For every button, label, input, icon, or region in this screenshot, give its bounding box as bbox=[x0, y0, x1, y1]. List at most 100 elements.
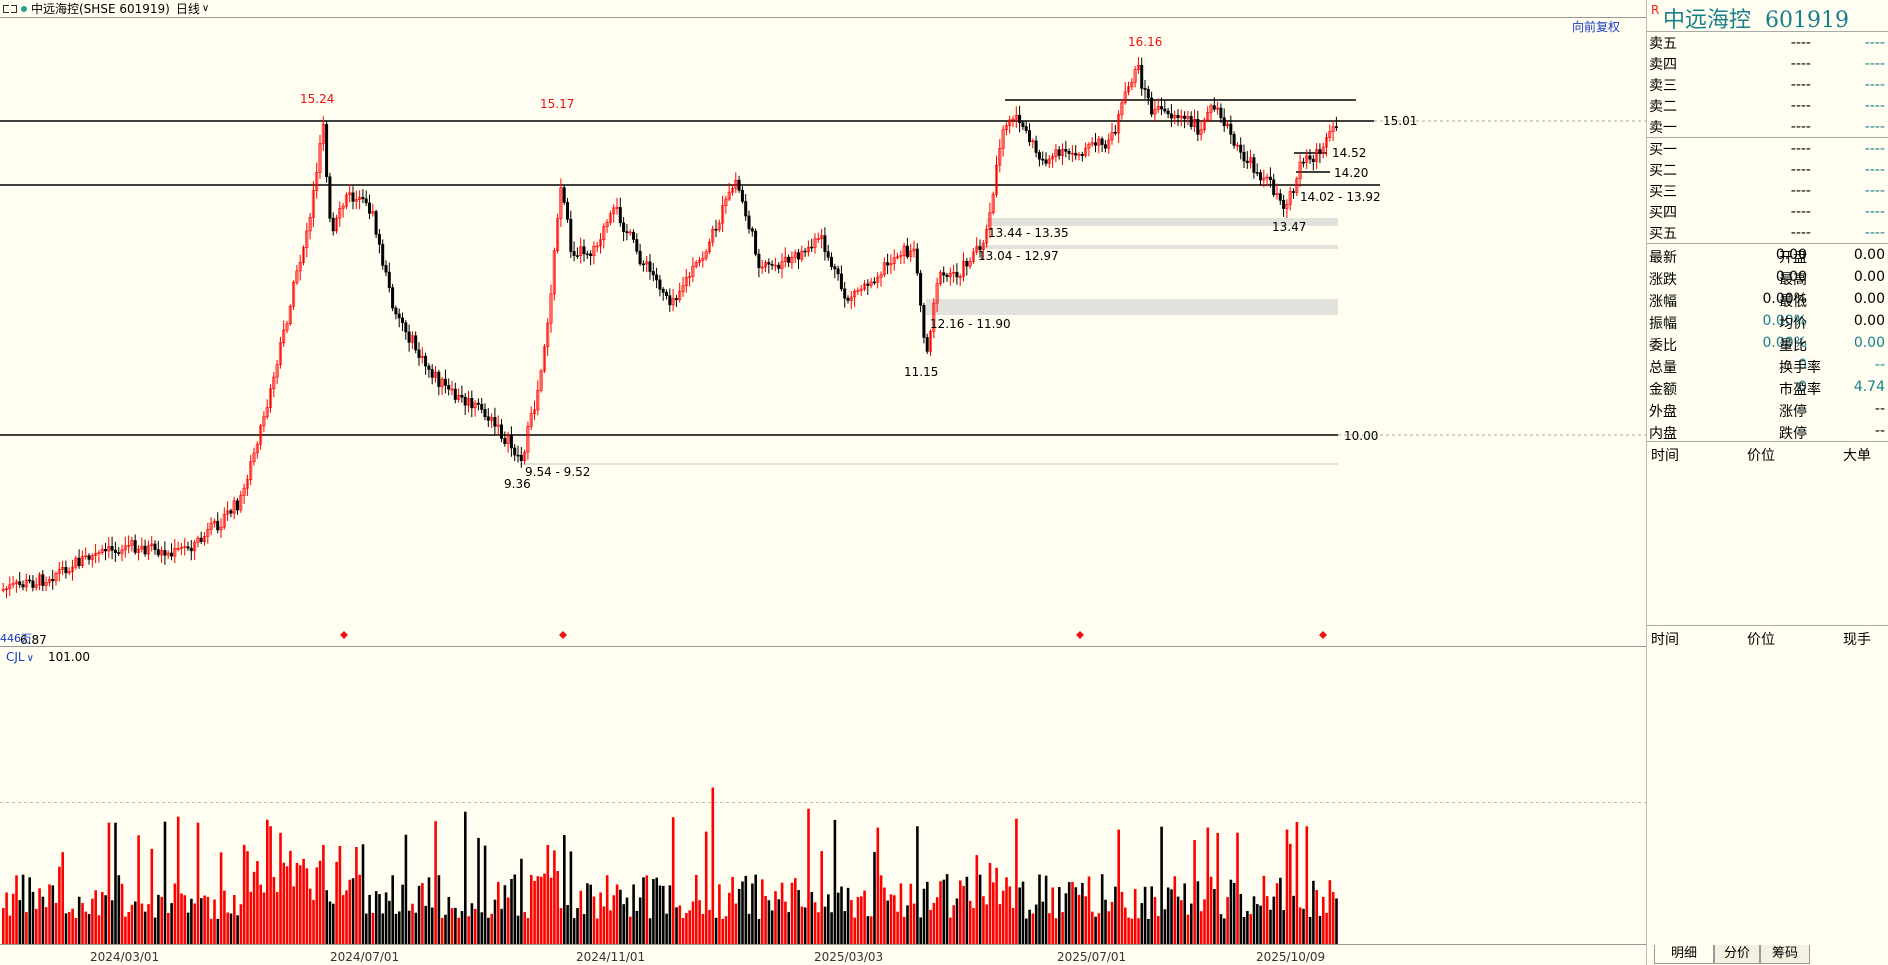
ask-row[interactable]: 卖一 ---- ---- bbox=[1647, 116, 1888, 137]
volume-bar bbox=[998, 904, 1002, 944]
volume-bar bbox=[500, 908, 503, 944]
volume-bar bbox=[520, 858, 523, 944]
volume-bar bbox=[292, 886, 295, 944]
ask-row[interactable]: 卖二 ---- ---- bbox=[1647, 95, 1888, 116]
candle-body bbox=[1275, 193, 1279, 196]
candle-body bbox=[1018, 114, 1022, 123]
candle-body bbox=[704, 251, 708, 259]
candle-body bbox=[1268, 176, 1272, 181]
candle-body bbox=[961, 260, 965, 277]
volume-bar bbox=[1199, 911, 1203, 944]
volume-bar bbox=[757, 918, 761, 944]
candle-body bbox=[1331, 126, 1335, 132]
volume-bar bbox=[470, 903, 474, 944]
volume-bar bbox=[566, 905, 569, 944]
candle-body bbox=[239, 495, 243, 511]
volume-bar bbox=[827, 894, 830, 944]
volume-bar bbox=[582, 914, 586, 944]
volume-bar bbox=[506, 897, 510, 944]
quote-label: 跌停 bbox=[1779, 426, 1807, 442]
indicator-selector[interactable]: CJL ∨ bbox=[6, 650, 34, 664]
tab-chips[interactable]: 筹码 bbox=[1760, 945, 1810, 964]
candle-body bbox=[222, 513, 226, 528]
x-tick: 2025/07/01 bbox=[1057, 950, 1126, 964]
candle-body bbox=[1239, 144, 1243, 153]
bid-row[interactable]: 买三 ---- ---- bbox=[1647, 180, 1888, 201]
volume-bar bbox=[104, 895, 107, 944]
candle-body bbox=[51, 579, 55, 582]
volume-bar bbox=[1265, 896, 1269, 944]
candle-body bbox=[137, 548, 141, 553]
label-low-11-15: 11.15 bbox=[904, 365, 938, 379]
ask-row[interactable]: 卖四 ---- ---- bbox=[1647, 53, 1888, 74]
candle-body bbox=[635, 239, 639, 252]
candle-body bbox=[655, 274, 659, 281]
candle-body bbox=[760, 266, 764, 269]
candle-body bbox=[1103, 144, 1107, 149]
volume-bar bbox=[546, 844, 550, 944]
period-selector[interactable]: 日线 ∨ bbox=[176, 0, 209, 17]
candle-body bbox=[1014, 114, 1018, 120]
volume-bar bbox=[1256, 904, 1259, 944]
tab-price-distribution[interactable]: 分价 bbox=[1714, 945, 1760, 964]
quote-row: 金额 0 市盈率 4.74 bbox=[1647, 376, 1888, 398]
candle-body bbox=[268, 388, 272, 408]
quote-label: 均价 bbox=[1779, 316, 1807, 332]
tab-detail[interactable]: 明细 bbox=[1654, 945, 1714, 964]
candle-body bbox=[143, 545, 147, 555]
candle-body bbox=[226, 510, 230, 515]
volume-bar bbox=[609, 910, 612, 944]
candle-body bbox=[427, 365, 431, 370]
volume-bar bbox=[447, 897, 451, 944]
candlestick-chart[interactable]: 15.24 15.17 16.16 9.36 11.15 13.47 6.87 … bbox=[0, 0, 1646, 965]
stock-title-seg[interactable]: 中远海控(SHSE 601919) bbox=[21, 0, 170, 17]
candle-body bbox=[549, 293, 553, 324]
candle-body bbox=[1245, 160, 1249, 163]
candle-body bbox=[876, 276, 880, 283]
ask-row[interactable]: 卖三 ---- ---- bbox=[1647, 74, 1888, 95]
volume-bar bbox=[226, 912, 229, 944]
adjust-link[interactable]: 向前复权 bbox=[1572, 20, 1621, 34]
volume-bar bbox=[523, 912, 526, 944]
candle-body bbox=[1117, 114, 1121, 134]
volume-bar bbox=[777, 899, 781, 944]
quote-table: 最新 0.00 开盘 0.00 涨跌 0.00 最高 0.00 涨幅 0.00% 最低 0.00 振幅 0… bbox=[1647, 244, 1888, 442]
volume-bar bbox=[127, 912, 130, 944]
bid-row[interactable]: 买二 ---- ---- bbox=[1647, 159, 1888, 180]
quote-label: 委比 bbox=[1649, 338, 1677, 354]
candle-body bbox=[958, 276, 962, 278]
volume-bar bbox=[282, 862, 286, 944]
candle-body bbox=[407, 331, 411, 343]
volume-bar bbox=[1150, 886, 1153, 944]
candle-body bbox=[107, 546, 111, 552]
label-13-04-12-97: 13.04 - 12.97 bbox=[978, 249, 1059, 263]
candle-body bbox=[384, 265, 388, 273]
candle-body bbox=[430, 369, 434, 378]
volume-bar bbox=[922, 888, 926, 944]
bid-row[interactable]: 买四 ---- ---- bbox=[1647, 201, 1888, 222]
candle-body bbox=[179, 547, 183, 549]
volume-bar bbox=[698, 900, 701, 944]
ask-row[interactable]: 卖五 ---- ---- bbox=[1647, 32, 1888, 53]
volume-bar bbox=[929, 909, 932, 944]
candle-body bbox=[562, 187, 566, 203]
volume-bar bbox=[308, 888, 312, 944]
layout-icon[interactable] bbox=[3, 4, 17, 13]
bid-price: ---- bbox=[1790, 140, 1811, 157]
volume-bar bbox=[1318, 915, 1322, 944]
quote-value: -- bbox=[1874, 357, 1885, 373]
quote-row: 振幅 0.00% 均价 0.00 bbox=[1647, 310, 1888, 332]
bid-row[interactable]: 买五 ---- ---- bbox=[1647, 222, 1888, 243]
ask-book: 卖五 ---- ---- 卖四 ---- ---- 卖三 ---- ---- 卖二 ---- ----… bbox=[1647, 32, 1888, 137]
volume-bar bbox=[295, 862, 299, 944]
bid-row[interactable]: 买一 ---- ---- bbox=[1647, 138, 1888, 159]
label-14-02-13-92: 14.02 - 13.92 bbox=[1300, 190, 1381, 204]
candle-body bbox=[94, 553, 98, 556]
candle-body bbox=[1107, 139, 1111, 149]
volume-bar bbox=[662, 885, 665, 944]
candle-body bbox=[433, 371, 437, 378]
candle-body bbox=[622, 222, 626, 232]
candle-body bbox=[945, 274, 949, 277]
label-12-16-11-90: 12.16 - 11.90 bbox=[930, 317, 1011, 331]
volume-bar bbox=[916, 826, 919, 944]
